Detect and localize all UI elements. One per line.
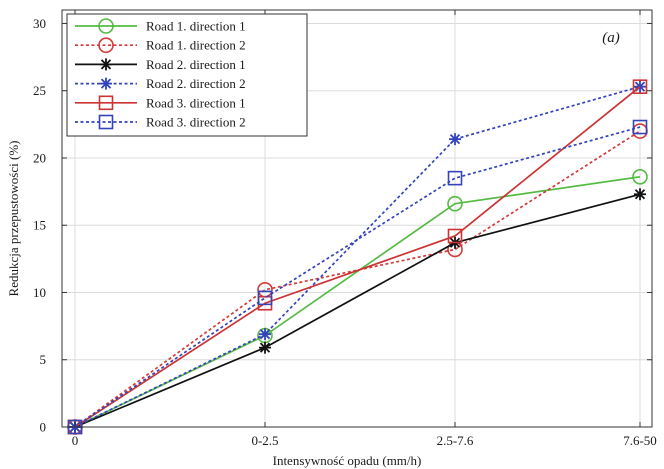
y-tick-label: 15 xyxy=(33,218,46,233)
series-5-point xyxy=(447,228,463,244)
y-tick-label: 30 xyxy=(33,16,46,31)
x-tick-label: 7.6-50 xyxy=(623,433,657,448)
series-1-point xyxy=(447,195,463,212)
x-tick-label: 0 xyxy=(72,433,79,448)
series-3-line xyxy=(74,193,641,428)
x-tick-label: 2.5-7.6 xyxy=(437,433,474,448)
star-marker-shape xyxy=(449,133,461,146)
legend-item: Road 3. direction 1 xyxy=(75,95,246,110)
series-1-point xyxy=(632,169,648,185)
star-marker-shape xyxy=(100,77,112,90)
legend-item: Road 2. direction 2 xyxy=(75,76,246,91)
x-tick-label: 0-2.5 xyxy=(251,433,278,448)
series-4-point xyxy=(259,328,271,341)
star-marker-shape xyxy=(634,188,646,201)
legend-label: Road 1. direction 1 xyxy=(146,19,246,34)
y-axis-label: Redukcja przepustowości (%) xyxy=(6,141,21,297)
y-tick-label: 0 xyxy=(40,420,47,435)
legend-label: Road 1. direction 2 xyxy=(146,38,246,53)
y-tick-label: 5 xyxy=(40,352,47,367)
series-6-point xyxy=(447,170,463,186)
star-marker-shape xyxy=(100,58,112,71)
legend-marker xyxy=(100,58,112,71)
series-layer xyxy=(67,79,648,435)
series-6-point xyxy=(257,290,273,306)
series-3-point xyxy=(259,341,271,354)
legend-label: Road 3. direction 2 xyxy=(146,115,246,130)
star-marker-shape xyxy=(259,341,271,354)
legend-marker xyxy=(100,77,112,90)
plot-frame xyxy=(61,9,653,428)
legend-marker xyxy=(98,114,114,130)
legend-label: Road 2. direction 1 xyxy=(146,57,246,72)
legend-marker xyxy=(98,95,114,111)
legend-item: Road 3. direction 2 xyxy=(75,115,246,130)
legend-marker xyxy=(98,18,114,34)
legend-label: Road 2. direction 2 xyxy=(146,76,246,91)
series-5-line xyxy=(74,86,641,428)
star-marker-shape xyxy=(259,328,271,341)
series-5-point xyxy=(632,79,648,94)
legend-label: Road 3. direction 1 xyxy=(146,95,246,110)
series-4-line xyxy=(74,85,641,428)
y-tick-label: 25 xyxy=(33,83,46,98)
series-6-point xyxy=(632,119,648,135)
ticks: 0 5 10 15 20 25 30 0 0-2.5 2.5-7.6 7.6-50 xyxy=(33,10,657,448)
legend-item: Road 1. direction 2 xyxy=(75,37,246,54)
series-3-point xyxy=(634,188,646,201)
series-4-point xyxy=(449,133,461,146)
y-tick-label: 10 xyxy=(33,285,46,300)
y-tick-label: 20 xyxy=(33,150,46,165)
legend-item: Road 2. direction 1 xyxy=(75,57,246,72)
legend: Road 1. direction 1 Road 1. direction 2 Ro… xyxy=(66,13,308,137)
legend-marker xyxy=(98,37,114,54)
x-axis-label: Intensywność opadu (mm/h) xyxy=(273,453,422,468)
series-6-line xyxy=(74,126,641,428)
legend-item: Road 1. direction 1 xyxy=(75,18,246,34)
panel-label: (a) xyxy=(602,30,620,46)
